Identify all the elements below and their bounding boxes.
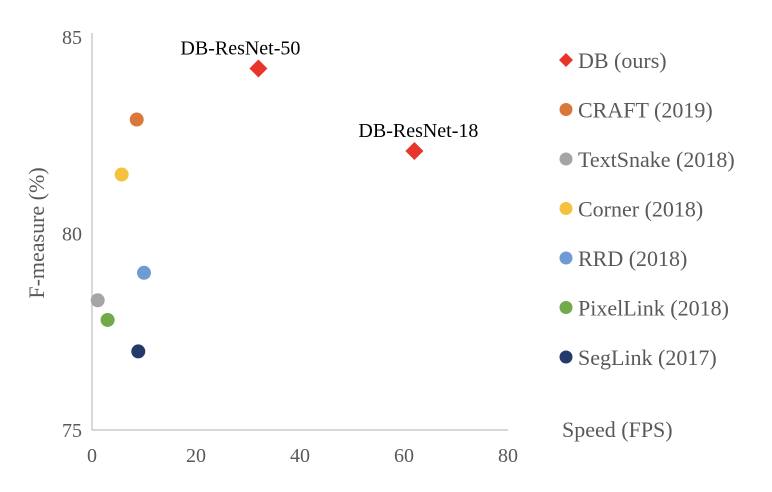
x-tick-label: 80 xyxy=(498,445,518,467)
legend-marker xyxy=(559,350,573,364)
y-tick-label: 85 xyxy=(62,27,82,49)
data-point xyxy=(114,167,129,182)
plot-area: 0 20 40 60 80 75 80 85 F-measure (%) Speed (FPS) D… xyxy=(24,27,673,467)
legend-entry-label: RRD (2018) xyxy=(578,246,687,271)
legend-entry-label: TextSnake (2018) xyxy=(578,147,735,172)
legend-entry-label: Corner (2018) xyxy=(578,197,703,222)
point-annotation: DB-ResNet-50 xyxy=(180,37,300,59)
legend-entry-label: CRAFT (2019) xyxy=(578,98,713,123)
legend-marker xyxy=(559,301,573,314)
data-point xyxy=(129,112,144,127)
x-tick-label: 60 xyxy=(394,445,414,467)
x-tick-label: 20 xyxy=(186,445,206,467)
data-point xyxy=(131,344,146,359)
legend-marker xyxy=(559,251,573,265)
data-point xyxy=(405,141,424,160)
legend-entry-label: PixelLink (2018) xyxy=(578,296,729,321)
y-axis-title: F-measure (%) xyxy=(24,167,49,298)
legend-marker xyxy=(559,202,573,215)
x-axis-title: Speed (FPS) xyxy=(562,417,673,442)
data-point xyxy=(249,59,268,78)
y-tick-label: 80 xyxy=(62,224,82,246)
point-annotation: DB-ResNet-18 xyxy=(358,120,478,142)
legend-marker xyxy=(559,53,573,67)
x-tick-label: 40 xyxy=(290,445,310,467)
x-tick-label: 0 xyxy=(87,445,97,467)
legend: DB (ours) CRAFT (2019) TextSnake (2018) Cor… xyxy=(559,48,735,370)
legend-marker xyxy=(559,152,573,166)
data-point xyxy=(137,265,151,280)
y-tick-label: 75 xyxy=(62,420,82,442)
legend-entry-label: DB (ours) xyxy=(578,48,667,73)
data-point xyxy=(100,312,115,327)
data-point xyxy=(90,293,105,308)
legend-marker xyxy=(559,103,573,116)
legend-entry-label: SegLink (2017) xyxy=(578,345,717,370)
